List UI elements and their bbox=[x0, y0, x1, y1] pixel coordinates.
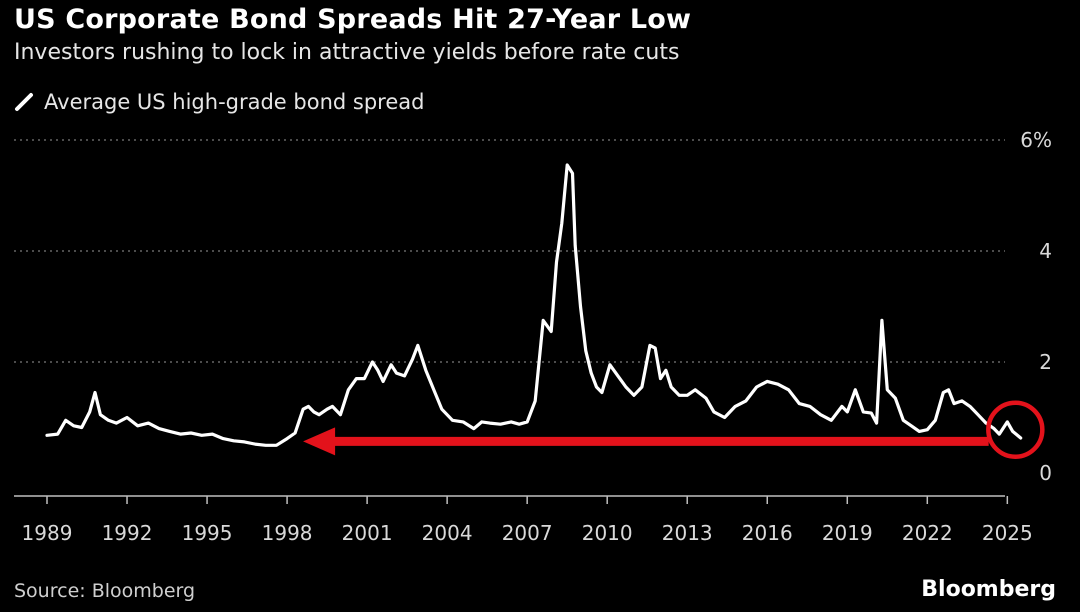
y-tick-label: 0 bbox=[1039, 461, 1052, 485]
series-layer bbox=[45, 163, 1023, 447]
x-tick-label: 2013 bbox=[662, 521, 713, 545]
annotation-circle bbox=[986, 400, 1045, 459]
x-tick-label: 2007 bbox=[502, 521, 553, 545]
brand-logo: Bloomberg bbox=[921, 577, 1056, 602]
y-tick-label: 6% bbox=[1020, 128, 1052, 152]
x-tick-label: 1995 bbox=[182, 521, 233, 545]
x-tick-label: 2019 bbox=[822, 521, 873, 545]
axes: 0 2 4 6% 1989 1992 1995 1998 2001 2004 2007 2010 201… bbox=[14, 128, 1052, 545]
gridlines bbox=[14, 139, 1005, 363]
series-line bbox=[45, 163, 1023, 447]
annotation-arrow-head bbox=[303, 427, 336, 456]
chart-subtitle: Investors rushing to lock in attractive … bbox=[14, 40, 680, 65]
x-tick-label: 2022 bbox=[902, 521, 953, 545]
x-tick-label: 1992 bbox=[102, 521, 153, 545]
chart-legend: Average US high-grade bond spread bbox=[14, 90, 424, 114]
x-tick-label: 1998 bbox=[262, 521, 313, 545]
x-tick-label: 1989 bbox=[22, 521, 73, 545]
x-tick-label: 2010 bbox=[582, 521, 633, 545]
x-tick-label: 2001 bbox=[342, 521, 393, 545]
chart-title: US Corporate Bond Spreads Hit 27-Year Lo… bbox=[14, 4, 692, 35]
x-tick-label: 2016 bbox=[742, 521, 793, 545]
y-tick-label: 2 bbox=[1039, 350, 1052, 374]
annotations bbox=[303, 400, 1045, 459]
legend-line-icon bbox=[15, 93, 33, 111]
legend-label: Average US high-grade bond spread bbox=[44, 90, 425, 114]
x-tick-label: 2004 bbox=[422, 521, 473, 545]
x-tick-label: 2025 bbox=[982, 521, 1033, 545]
source-note: Source: Bloomberg bbox=[14, 580, 196, 602]
y-tick-label: 4 bbox=[1039, 239, 1052, 263]
